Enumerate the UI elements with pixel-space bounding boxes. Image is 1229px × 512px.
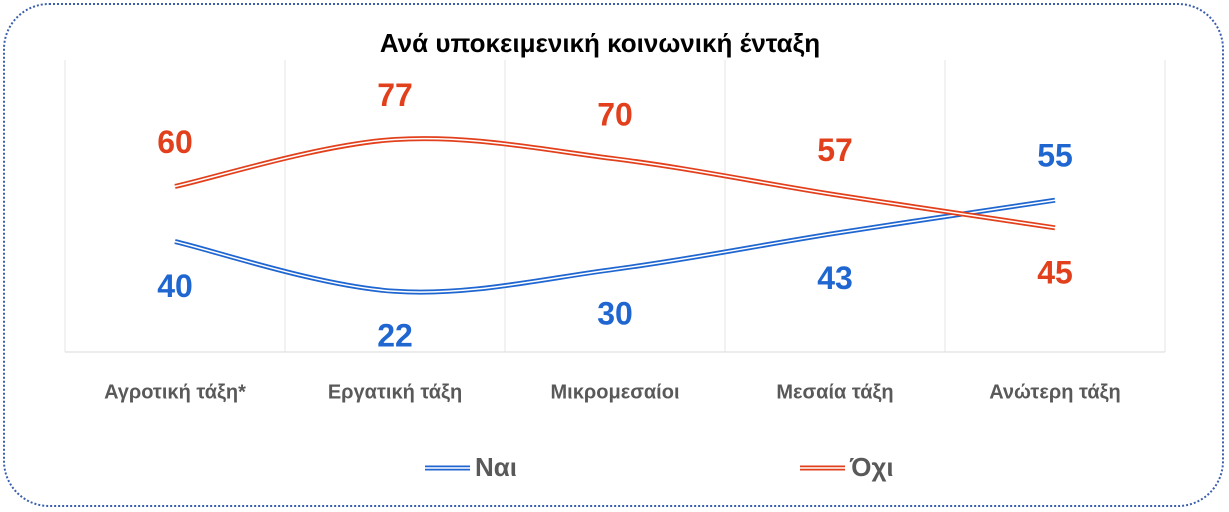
legend-label: Όχι	[849, 452, 894, 482]
x-tick-label: Αγροτική τάξη*	[104, 381, 246, 403]
data-label: 40	[157, 268, 193, 304]
data-label: 43	[817, 260, 853, 296]
series-line-inner	[174, 137, 1056, 229]
data-label: 60	[157, 124, 193, 160]
frame	[3, 3, 1224, 507]
data-label: 22	[377, 318, 413, 354]
data-label: 45	[1037, 254, 1073, 290]
data-label: 30	[597, 296, 633, 332]
data-label: 77	[377, 77, 413, 113]
data-label: 70	[597, 96, 633, 132]
data-label: 55	[1037, 138, 1073, 174]
series-line-inner	[174, 199, 1056, 293]
x-tick-label: Μικρομεσαίοι	[551, 381, 680, 403]
chart-title: Ανά υποκειμενική κοινωνική ένταξη	[380, 28, 820, 58]
x-tick-label: Ανώτερη τάξη	[989, 381, 1121, 403]
x-tick-label: Μεσαία τάξη	[776, 381, 893, 403]
series-line	[174, 136, 1056, 231]
x-tick-label: Εργατική τάξη	[328, 381, 462, 403]
data-label: 57	[817, 132, 853, 168]
legend-label: Ναι	[475, 452, 517, 482]
series-line	[174, 197, 1056, 295]
